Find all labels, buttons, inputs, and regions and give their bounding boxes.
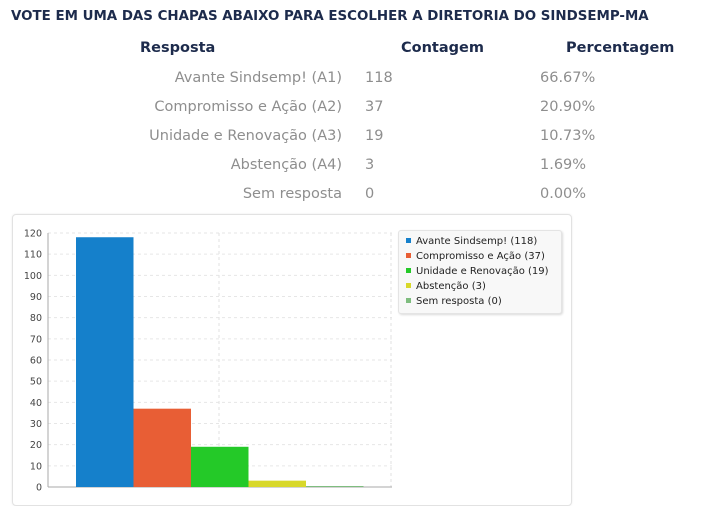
answer-percent: 0.00% xyxy=(540,186,587,202)
y-tick-label: 40 xyxy=(30,398,42,409)
answer-count: 0 xyxy=(365,186,375,202)
bar xyxy=(133,408,191,487)
legend-item[interactable]: Abstenção (3) xyxy=(406,281,486,292)
y-tick-label: 10 xyxy=(30,461,42,472)
answer-label: Compromisso e Ação (A2) xyxy=(154,99,342,115)
chart-legend: Avante Sindsemp! (118) Compromisso e Açã… xyxy=(398,230,562,314)
answer-count: 19 xyxy=(365,128,384,144)
legend-item[interactable]: Sem resposta (0) xyxy=(406,296,502,307)
y-axis-ticks: 0 10 20 30 40 50 60 70 80 90 100 110 120 xyxy=(24,229,42,494)
legend-item[interactable]: Avante Sindsemp! (118) xyxy=(406,236,537,247)
legend-label: Compromisso e Ação (37) xyxy=(416,251,545,262)
y-tick-label: 70 xyxy=(30,334,42,345)
results-row: Unidade e Renovação (A3) 19 10.73% xyxy=(0,128,705,157)
bar xyxy=(76,237,134,487)
answer-label: Unidade e Renovação (A3) xyxy=(149,128,342,144)
bar xyxy=(191,446,249,487)
header-count: Contagem xyxy=(401,40,484,56)
answer-percent: 1.69% xyxy=(540,157,587,173)
answer-count: 3 xyxy=(365,157,375,173)
y-tick-label: 110 xyxy=(24,250,42,261)
answer-count: 37 xyxy=(365,99,384,115)
legend-label: Avante Sindsemp! (118) xyxy=(416,236,538,247)
y-tick-label: 100 xyxy=(24,271,42,282)
legend-swatch xyxy=(406,297,411,303)
results-row: Compromisso e Ação (A2) 37 20.90% xyxy=(0,99,705,128)
legend-swatch xyxy=(406,267,411,273)
y-tick-label: 120 xyxy=(24,229,42,240)
y-tick-label: 20 xyxy=(30,440,42,451)
results-row: Abstenção (A4) 3 1.69% xyxy=(0,157,705,186)
legend-swatch xyxy=(406,237,411,243)
results-row: Avante Sindsemp! (A1) 118 66.67% xyxy=(0,70,705,99)
answer-percent: 20.90% xyxy=(540,99,596,115)
answer-label: Avante Sindsemp! (A1) xyxy=(174,70,342,86)
y-tick-label: 80 xyxy=(30,313,42,324)
answer-label: Abstenção (A4) xyxy=(230,157,342,173)
header-percent: Percentagem xyxy=(566,40,675,56)
y-tick-label: 90 xyxy=(30,292,42,303)
survey-question-title: VOTE EM UMA DAS CHAPAS ABAIXO PARA ESCOL… xyxy=(11,9,649,24)
legend-item[interactable]: Compromisso e Ação (37) xyxy=(406,251,545,262)
legend-swatch xyxy=(406,252,411,258)
answer-percent: 66.67% xyxy=(540,70,596,86)
y-tick-label: 50 xyxy=(30,377,42,388)
answer-count: 118 xyxy=(365,70,393,86)
bar xyxy=(306,486,364,487)
y-tick-label: 0 xyxy=(36,483,42,494)
legend-item[interactable]: Unidade e Renovação (19) xyxy=(406,266,549,277)
chart-bars xyxy=(76,237,364,487)
bar xyxy=(248,480,306,487)
legend-label: Unidade e Renovação (19) xyxy=(416,266,549,277)
y-tick-label: 30 xyxy=(30,419,42,430)
answer-label: Sem resposta xyxy=(242,186,342,202)
legend-label: Sem resposta (0) xyxy=(416,296,502,307)
legend-label: Abstenção (3) xyxy=(416,281,486,292)
results-row: Sem resposta 0 0.00% xyxy=(0,186,705,215)
legend-swatch xyxy=(406,282,411,288)
header-answer: Resposta xyxy=(140,40,216,56)
answer-percent: 10.73% xyxy=(540,128,596,144)
y-tick-label: 60 xyxy=(30,356,42,367)
